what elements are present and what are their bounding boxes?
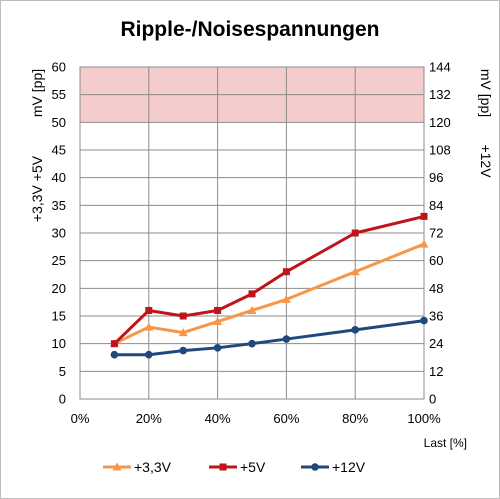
data-point: [248, 339, 256, 348]
data-point: [110, 340, 118, 348]
legend: +3,3V +5V +12V: [103, 459, 366, 475]
data-point: [179, 346, 187, 355]
right-tick-label: 120: [429, 115, 451, 130]
x-tick-label: 80%: [342, 411, 368, 426]
series-layer: [109, 212, 429, 359]
data-point: [351, 229, 359, 237]
left-tick-label: 35: [52, 198, 66, 213]
left-tick-label: 45: [52, 143, 66, 158]
data-point: [144, 322, 154, 331]
series-line: [113, 214, 425, 345]
legend-swatch-marker: [112, 462, 122, 471]
right-tick-label: 144: [429, 60, 451, 75]
data-point: [351, 326, 360, 334]
right-tick-label: 24: [429, 336, 443, 351]
data-point: [420, 212, 428, 220]
data-point: [213, 317, 223, 326]
right-tick-label: 84: [429, 198, 443, 213]
right-axis-label-bottom: +12V: [478, 144, 494, 178]
legend-swatch-marker: [311, 463, 319, 471]
plot-area-border: [79, 66, 425, 400]
legend-swatch-marker: [219, 463, 227, 471]
series-2: [110, 212, 428, 348]
data-point: [282, 268, 290, 276]
x-tick-label: 20%: [136, 411, 162, 426]
legend-item: +5V: [209, 459, 266, 475]
data-point: [178, 328, 188, 337]
left-tick-label: 20: [52, 281, 66, 296]
right-tick-label: 36: [429, 309, 443, 324]
legend-label: +3,3V: [134, 459, 172, 475]
left-axis-ticks: 0 5 10 15 20 25 30 35 40 45 50 55 60: [52, 60, 66, 407]
x-tick-label: 0%: [71, 411, 90, 426]
right-tick-label: 72: [429, 226, 443, 241]
right-tick-label: 108: [429, 143, 451, 158]
left-tick-label: 60: [52, 60, 66, 75]
left-axis-label-bottom: +3,3V +5V: [29, 155, 45, 222]
right-tick-label: 48: [429, 281, 443, 296]
x-axis-ticks: 0% 20% 40% 60% 80% 100%: [71, 411, 441, 426]
data-point: [419, 239, 429, 248]
data-point: [248, 290, 256, 298]
series-3: [110, 316, 428, 359]
x-tick-label: 40%: [205, 411, 231, 426]
data-point: [420, 316, 428, 325]
left-axis-label-top: mV [pp]: [29, 69, 45, 117]
left-tick-label: 40: [52, 170, 66, 185]
data-point: [214, 306, 222, 314]
data-point: [281, 294, 291, 303]
chart-title: Ripple-/Noisespannungen: [120, 18, 379, 41]
data-point: [179, 312, 187, 320]
right-tick-label: 0: [429, 392, 436, 407]
x-tick-label: 100%: [407, 411, 441, 426]
data-point: [213, 344, 222, 352]
left-tick-label: 55: [52, 87, 66, 102]
right-tick-label: 60: [429, 253, 443, 268]
right-tick-label: 96: [429, 170, 443, 185]
data-point: [247, 305, 257, 314]
data-point: [350, 267, 360, 276]
left-tick-label: 5: [59, 364, 66, 379]
legend-item: +12V: [301, 459, 366, 475]
right-axis-ticks: 0 12 24 36 48 60 72 84 96 108 120 132 144: [429, 60, 451, 407]
data-point: [282, 335, 291, 343]
x-tick-label: 60%: [273, 411, 299, 426]
right-axis-label-top: mV [pp]: [478, 69, 494, 117]
legend-label: +5V: [240, 459, 266, 475]
legend-label: +12V: [332, 459, 366, 475]
left-tick-label: 25: [52, 253, 66, 268]
legend-item: +3,3V: [103, 459, 172, 475]
series-line: [114, 319, 425, 357]
x-axis-label: Last [%]: [424, 436, 467, 450]
left-tick-label: 15: [52, 309, 66, 324]
left-tick-label: 0: [59, 392, 66, 407]
data-point: [110, 350, 119, 359]
data-point: [145, 306, 153, 314]
left-tick-label: 10: [52, 336, 66, 351]
right-tick-label: 132: [429, 87, 451, 102]
series-1: [109, 239, 429, 348]
right-tick-label: 12: [429, 364, 443, 379]
left-tick-label: 30: [52, 226, 66, 241]
data-point: [145, 350, 153, 359]
left-tick-label: 50: [52, 115, 66, 130]
series-line: [113, 242, 425, 346]
